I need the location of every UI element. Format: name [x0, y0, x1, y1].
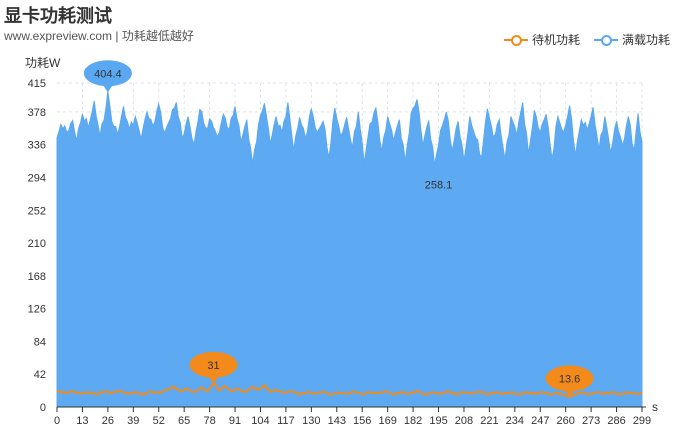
y-tick-label: 252 [28, 205, 46, 217]
min-pin: 13.6 [545, 365, 594, 398]
legend-swatch-idle [503, 34, 528, 46]
x-tick-label: 13 [76, 415, 88, 427]
x-tick-label: 195 [429, 415, 447, 427]
y-tick-label: 84 [34, 336, 46, 348]
pin-tail [207, 374, 220, 384]
y-tick-label: 210 [28, 238, 46, 250]
legend-label-load: 满载功耗 [621, 33, 670, 47]
x-tick-label: 117 [277, 415, 295, 427]
series-area-load [56, 91, 643, 408]
legend-item-idle[interactable]: 待机功耗 [503, 31, 580, 48]
x-tick-label: 156 [353, 415, 371, 427]
x-tick-label: 234 [506, 415, 524, 427]
y-tick-label: 42 [34, 369, 46, 381]
legend: 待机功耗 满载功耗 [503, 31, 670, 48]
pin-label: 404.4 [94, 68, 122, 80]
average-label: 258.1 [425, 179, 453, 191]
y-tick-label: 168 [28, 271, 46, 283]
legend-swatch-load [593, 34, 618, 46]
annotations: 404.4 258.1 31 13.6 [83, 60, 594, 398]
axes: 0 42 84 126 168 210 252 294 336 378 415 0 13 26 39 52 65… [25, 56, 658, 427]
pin-body [83, 60, 132, 87]
x-tick-label: 273 [582, 415, 600, 427]
x-tick-label: 91 [229, 415, 241, 427]
pin-body [189, 351, 238, 378]
x-tick-label: 286 [607, 415, 625, 427]
series-line-idle [56, 381, 643, 398]
x-tick-label: 169 [378, 415, 396, 427]
x-tick-label: 78 [203, 415, 215, 427]
y-tick-label: 126 [28, 304, 46, 316]
x-tick-label: 143 [328, 415, 346, 427]
pin-tail [563, 388, 576, 398]
series-layer [56, 91, 643, 408]
y-tick-label: 0 [40, 402, 46, 414]
pin-tail [101, 83, 114, 93]
x-tick-label: 208 [455, 415, 473, 427]
x-tick-label: 130 [302, 415, 320, 427]
legend-label-idle: 待机功耗 [531, 33, 580, 47]
pin-label: 13.6 [559, 373, 580, 385]
x-tick-label: 299 [633, 415, 651, 427]
x-tick-label: 65 [178, 415, 190, 427]
x-tick-label: 52 [153, 415, 165, 427]
max-pin: 404.4 [83, 60, 132, 93]
pin-label: 31 [207, 360, 219, 372]
x-tick-label: 0 [54, 415, 60, 427]
x-tick-label: 260 [557, 415, 575, 427]
pin-body [545, 365, 594, 392]
legend-item-load[interactable]: 满载功耗 [593, 31, 670, 48]
y-axis-title: 功耗W [25, 56, 61, 70]
x-axis-title: s [652, 400, 658, 414]
x-tick-label: 182 [404, 415, 422, 427]
y-tick-label: 415 [28, 78, 46, 90]
y-tick-label: 294 [28, 172, 46, 184]
chart-subtitle: www.expreview.com | 功耗越低越好 [4, 29, 194, 43]
y-tick-label: 378 [28, 107, 46, 119]
max-pin: 31 [189, 351, 238, 384]
x-tick-label: 221 [480, 415, 498, 427]
x-tick-label: 247 [531, 415, 549, 427]
y-tick-label: 336 [28, 140, 46, 152]
x-tick-label: 104 [251, 415, 269, 427]
chart-title: 显卡功耗测试 [4, 6, 112, 26]
x-tick-label: 39 [127, 415, 139, 427]
x-tick-label: 26 [102, 415, 114, 427]
